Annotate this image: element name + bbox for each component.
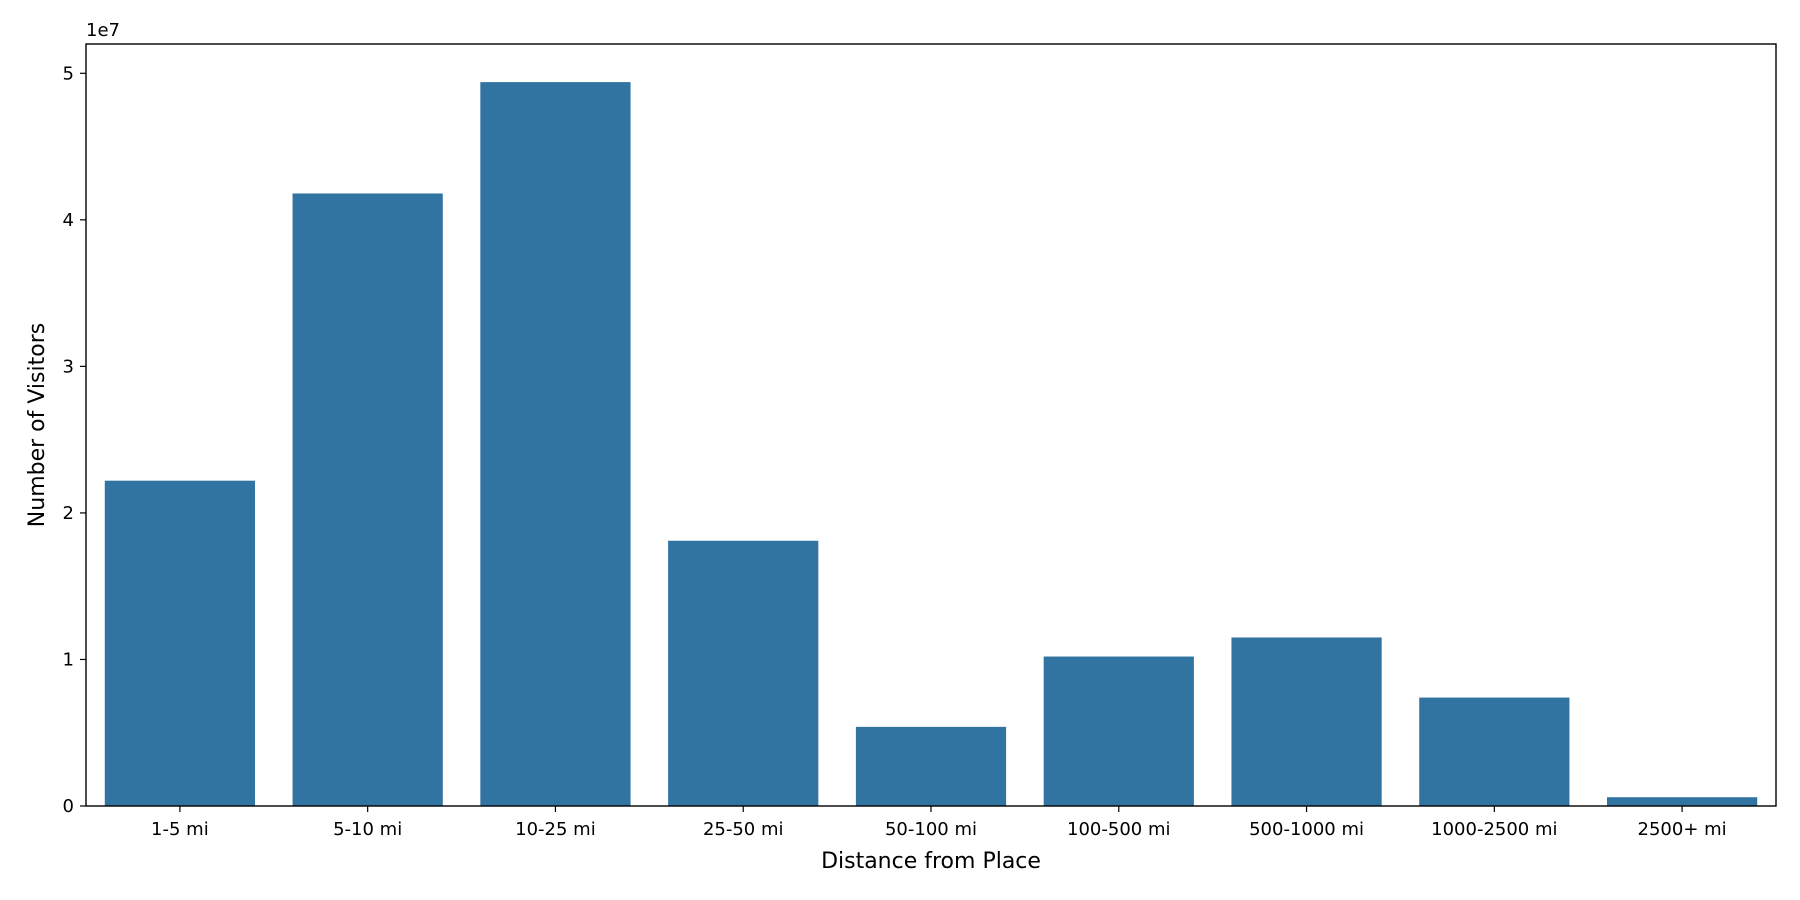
bar-50-100-mi	[855, 726, 1007, 806]
bar-10-25-mi	[480, 82, 631, 807]
bars-group	[104, 82, 1758, 807]
x-tick-label: 2500+ mi	[1638, 819, 1727, 840]
y-tick-label: 2	[63, 503, 74, 524]
x-tick-label: 50-100 mi	[885, 819, 977, 840]
bar-1-5-mi	[104, 480, 256, 806]
x-tick-label: 500-1000 mi	[1249, 819, 1364, 840]
y-tick-label: 3	[63, 356, 74, 377]
y-tick-label: 0	[63, 796, 74, 817]
bar-500-1000-mi	[1231, 637, 1382, 806]
y-axis-label: Number of Visitors	[25, 323, 50, 527]
y-tick-label: 1	[63, 649, 74, 670]
x-tick-label: 100-500 mi	[1067, 819, 1170, 840]
bar-25-50-mi	[668, 540, 819, 806]
y-axis-offset-label: 1e7	[86, 20, 120, 41]
x-tick-label: 1000-2500 mi	[1431, 819, 1557, 840]
x-tick-label: 1-5 mi	[151, 819, 209, 840]
bar-2500-mi	[1607, 797, 1758, 806]
y-tick-label: 4	[63, 210, 74, 231]
x-tick-label: 25-50 mi	[703, 819, 784, 840]
bar-1000-2500-mi	[1419, 697, 1570, 806]
x-axis: 1-5 mi 5-10 mi 10-25 mi 25-50 mi 50-100 mi 10…	[151, 806, 1727, 840]
x-tick-label: 10-25 mi	[515, 819, 596, 840]
x-tick-label: 5-10 mi	[333, 819, 402, 840]
y-tick-label: 5	[63, 63, 74, 84]
bar-5-10-mi	[292, 193, 443, 806]
bar-100-500-mi	[1043, 656, 1194, 806]
x-axis-label: Distance from Place	[821, 849, 1041, 874]
y-axis: 0 1 2 3 4 5	[63, 63, 86, 817]
